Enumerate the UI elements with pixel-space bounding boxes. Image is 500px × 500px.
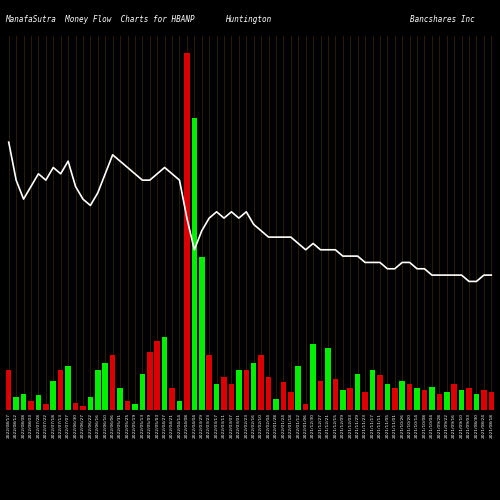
Bar (355, 374, 360, 410)
Bar (459, 390, 464, 410)
Bar (21, 394, 26, 410)
Text: ManafaSutra  Money Flow  Charts for HBANP: ManafaSutra Money Flow Charts for HBANP (5, 15, 194, 24)
Bar (170, 388, 175, 410)
Text: Bancshares Inc: Bancshares Inc (410, 15, 475, 24)
Text: Huntington: Huntington (225, 15, 271, 24)
Bar (88, 397, 93, 410)
Bar (444, 392, 450, 410)
Bar (154, 341, 160, 410)
Bar (58, 370, 64, 410)
Bar (66, 366, 71, 410)
Bar (214, 384, 220, 410)
Bar (325, 348, 330, 410)
Bar (377, 375, 382, 410)
Bar (481, 390, 486, 410)
Bar (452, 384, 457, 410)
Bar (36, 396, 41, 410)
Bar (384, 384, 390, 410)
Bar (251, 362, 256, 410)
Bar (80, 406, 86, 410)
Bar (192, 118, 197, 410)
Bar (392, 388, 398, 410)
Bar (6, 370, 12, 410)
Bar (228, 384, 234, 410)
Bar (244, 370, 249, 410)
Bar (422, 390, 428, 410)
Bar (221, 377, 227, 410)
Bar (95, 370, 100, 410)
Bar (340, 390, 345, 410)
Bar (296, 366, 301, 410)
Bar (162, 337, 168, 410)
Bar (466, 388, 472, 410)
Bar (280, 382, 286, 410)
Bar (273, 399, 279, 410)
Bar (176, 402, 182, 410)
Bar (206, 356, 212, 410)
Bar (303, 404, 308, 410)
Bar (14, 397, 19, 410)
Bar (362, 392, 368, 410)
Bar (474, 394, 479, 410)
Bar (310, 344, 316, 410)
Bar (124, 402, 130, 410)
Bar (332, 380, 338, 410)
Bar (370, 370, 376, 410)
Bar (258, 356, 264, 410)
Bar (102, 362, 108, 410)
Bar (199, 257, 204, 410)
Bar (400, 381, 405, 410)
Bar (348, 388, 353, 410)
Bar (414, 388, 420, 410)
Bar (72, 402, 78, 410)
Bar (266, 377, 272, 410)
Bar (429, 386, 434, 410)
Bar (110, 356, 116, 410)
Bar (43, 404, 49, 410)
Bar (140, 374, 145, 410)
Bar (184, 53, 190, 410)
Bar (288, 392, 294, 410)
Bar (436, 394, 442, 410)
Bar (132, 404, 138, 410)
Bar (407, 384, 412, 410)
Bar (50, 381, 56, 410)
Bar (488, 392, 494, 410)
Bar (236, 370, 242, 410)
Bar (318, 381, 324, 410)
Bar (28, 402, 34, 410)
Bar (147, 352, 152, 410)
Bar (118, 388, 123, 410)
